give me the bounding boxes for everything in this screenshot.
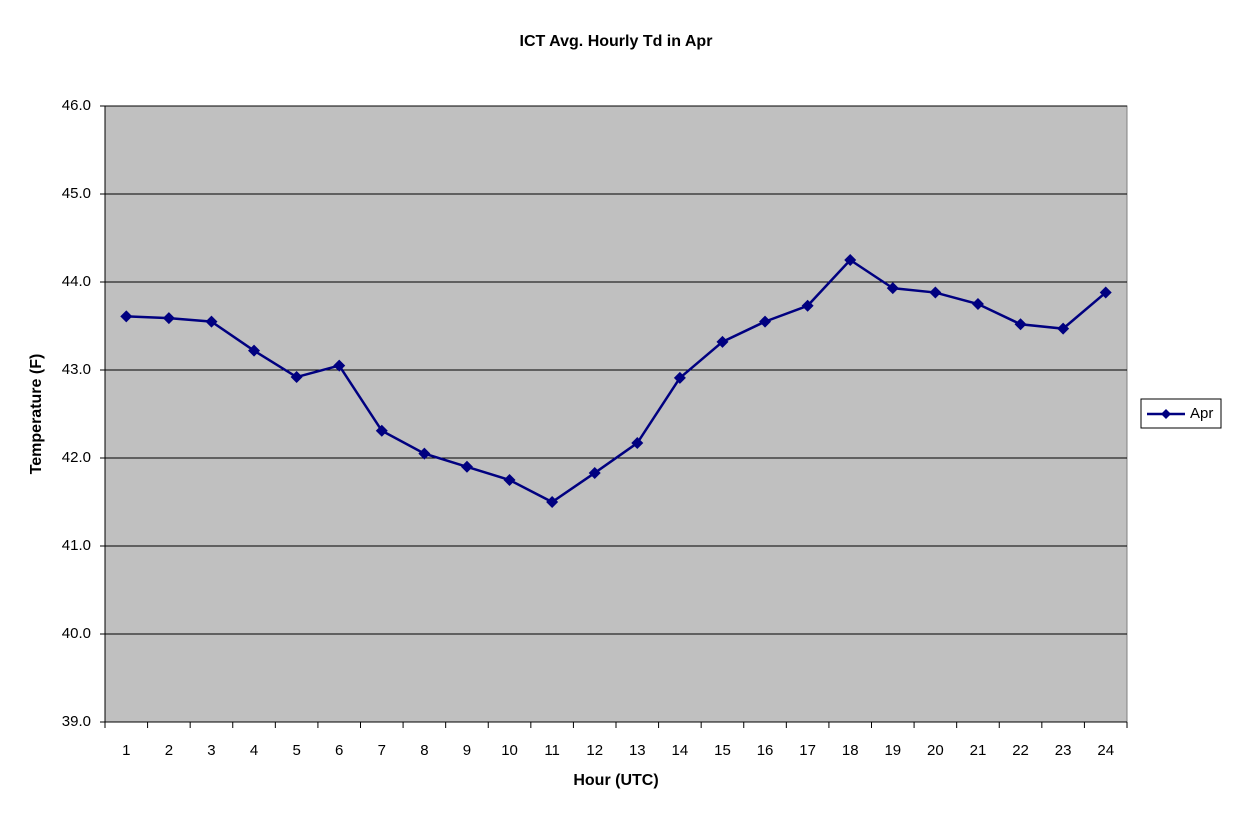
x-tick-label: 7 [378, 742, 386, 759]
data-point [375, 424, 388, 437]
data-point [460, 460, 473, 473]
x-tick-label: 8 [420, 742, 428, 759]
y-tick-label: 46.0 [62, 97, 91, 114]
y-axis-label: Temperature (F) [28, 354, 45, 475]
data-point [716, 335, 729, 348]
x-tick-label: 9 [463, 742, 471, 759]
x-tick-label: 24 [1097, 742, 1114, 759]
legend-marker [1161, 409, 1171, 419]
data-point [1014, 318, 1027, 331]
x-tick-label: 23 [1055, 742, 1072, 759]
x-tick-label: 13 [629, 742, 646, 759]
plot-area [104, 105, 1128, 723]
y-tick-label: 45.0 [62, 185, 91, 202]
y-tick-label: 39.0 [62, 713, 91, 730]
data-point [120, 310, 133, 323]
data-point [588, 466, 601, 479]
data-point [673, 371, 686, 384]
data-point [503, 474, 516, 486]
data-point [801, 299, 814, 312]
data-point [546, 496, 559, 508]
data-point [631, 437, 644, 450]
data-point [418, 447, 431, 460]
data-point [929, 286, 942, 299]
data-point [759, 315, 772, 328]
y-tick-label: 42.0 [62, 449, 91, 466]
data-point [971, 298, 984, 310]
data-point [1099, 286, 1112, 299]
x-tick-label: 15 [714, 742, 731, 759]
chart-title: ICT Avg. Hourly Td in Apr [520, 33, 713, 50]
data-point [290, 371, 303, 384]
x-tick-label: 1 [122, 742, 130, 759]
data-point [248, 344, 261, 357]
x-tick-label: 17 [799, 742, 816, 759]
x-axis-label: Hour (UTC) [573, 772, 658, 789]
y-tick-label: 40.0 [62, 625, 91, 642]
legend-label: Apr [1190, 405, 1213, 422]
x-tick-label: 20 [927, 742, 944, 759]
x-tick-label: 11 [544, 742, 560, 759]
x-tick-label: 10 [501, 742, 518, 759]
x-tick-label: 3 [207, 742, 215, 759]
data-point [205, 315, 218, 328]
x-tick-label: 12 [586, 742, 603, 759]
y-tick-label: 41.0 [62, 537, 91, 554]
y-tick-label: 43.0 [62, 361, 91, 378]
data-point [333, 359, 346, 372]
data-point [162, 312, 175, 325]
series-line [126, 258, 1107, 504]
x-tick-label: 19 [884, 742, 901, 759]
x-tick-label: 5 [292, 742, 300, 759]
x-tick-label: 6 [335, 742, 343, 759]
x-tick-label: 4 [250, 742, 258, 759]
data-point [1057, 322, 1070, 335]
x-tick-label: 16 [757, 742, 774, 759]
x-tick-label: 14 [672, 742, 689, 759]
data-point [844, 254, 857, 266]
data-point [886, 282, 899, 295]
x-tick-label: 22 [1012, 742, 1029, 759]
x-tick-label: 21 [970, 742, 987, 759]
y-tick-label: 44.0 [62, 273, 91, 290]
x-tick-label: 18 [842, 742, 859, 759]
x-tick-label: 2 [165, 742, 173, 759]
